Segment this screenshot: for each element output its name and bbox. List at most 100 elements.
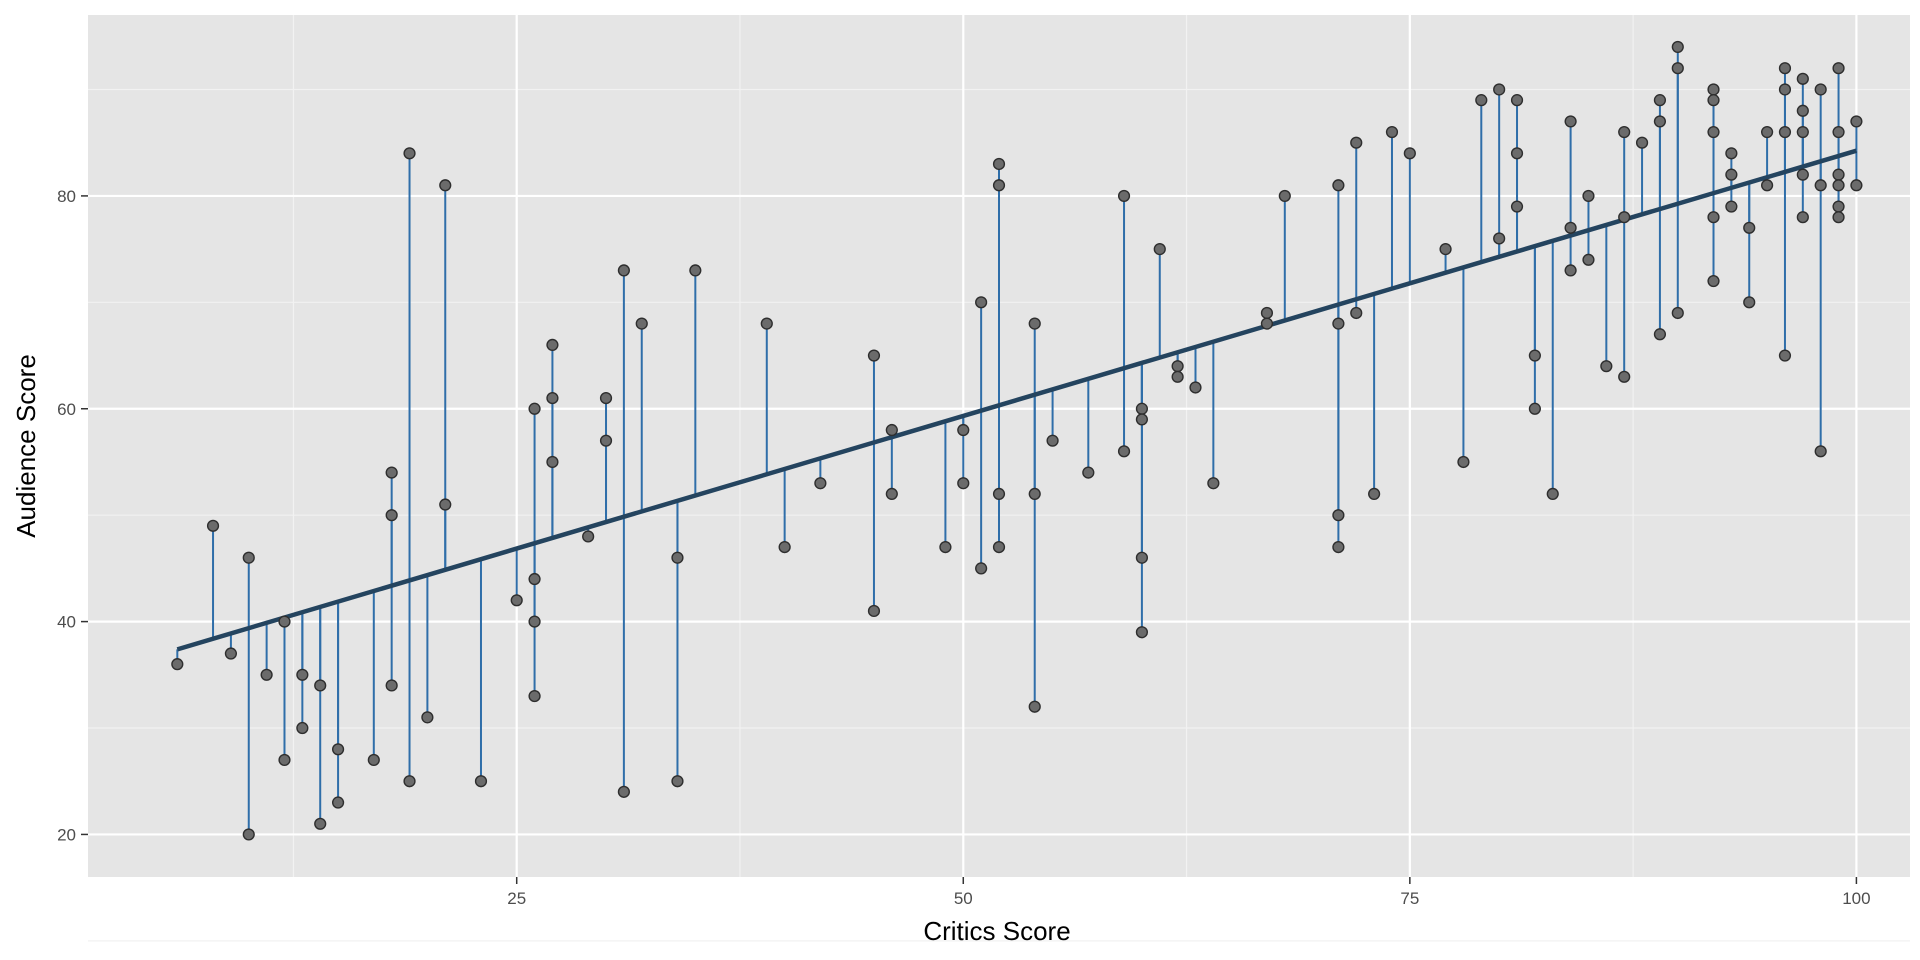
data-point xyxy=(1832,125,1845,139)
data-point xyxy=(510,594,523,607)
data-point xyxy=(1796,125,1809,139)
data-point xyxy=(671,775,684,788)
data-point xyxy=(1582,253,1595,266)
data-point xyxy=(1725,168,1738,181)
regression-line xyxy=(176,148,1858,652)
data-point xyxy=(992,540,1006,554)
data-point xyxy=(582,530,595,543)
data-point xyxy=(331,743,345,756)
data-point xyxy=(778,540,791,554)
data-point xyxy=(1796,211,1809,224)
x-axis-title: Critics Score xyxy=(923,916,1070,946)
data-point xyxy=(671,551,684,564)
data-point xyxy=(314,679,327,692)
data-point xyxy=(1457,455,1470,469)
data-point xyxy=(1117,189,1131,203)
y-tick-label: 60 xyxy=(57,400,76,419)
regression-line-group xyxy=(176,148,1858,652)
data-point xyxy=(1332,509,1345,522)
data-point xyxy=(278,615,291,628)
data-point xyxy=(1760,125,1774,139)
data-point xyxy=(1028,700,1041,713)
data-point xyxy=(1707,94,1720,107)
data-point xyxy=(474,775,488,788)
data-point xyxy=(1796,72,1809,85)
data-point xyxy=(1260,317,1274,330)
data-point xyxy=(1260,306,1274,320)
data-point xyxy=(1778,349,1792,362)
x-tick-label: 50 xyxy=(954,889,973,908)
data-point xyxy=(1493,83,1506,96)
y-tick-label: 80 xyxy=(57,187,76,206)
data-point xyxy=(1332,540,1345,554)
data-point xyxy=(1475,94,1488,107)
data-point xyxy=(206,519,220,532)
data-point xyxy=(421,711,434,724)
data-point xyxy=(992,157,1006,171)
data-point xyxy=(314,817,327,830)
data-point xyxy=(992,487,1006,500)
data-point xyxy=(1135,626,1149,639)
data-point xyxy=(635,317,648,330)
data-point xyxy=(278,753,291,767)
data-point xyxy=(1028,317,1041,330)
data-point xyxy=(1850,179,1863,192)
data-point xyxy=(439,498,452,511)
data-point xyxy=(1618,370,1631,383)
data-point xyxy=(242,551,255,564)
data-point xyxy=(296,668,309,681)
data-point xyxy=(957,477,970,490)
data-point xyxy=(1832,179,1845,192)
data-point xyxy=(1814,83,1827,96)
data-point xyxy=(1350,136,1363,149)
data-point xyxy=(1528,349,1541,362)
x-tick-label: 100 xyxy=(1842,889,1870,908)
data-point xyxy=(1528,402,1541,415)
data-point xyxy=(403,775,416,788)
data-point xyxy=(1618,211,1631,224)
data-point xyxy=(957,423,970,437)
data-point xyxy=(528,689,541,703)
data-point xyxy=(439,179,452,192)
data-point xyxy=(1725,200,1738,213)
data-point xyxy=(1743,296,1756,309)
data-point xyxy=(599,392,613,405)
data-point xyxy=(689,264,702,277)
data-point xyxy=(867,349,881,362)
data-point xyxy=(975,296,988,309)
data-point xyxy=(1385,125,1399,139)
data-point xyxy=(1707,83,1720,96)
data-point xyxy=(939,540,952,554)
data-point xyxy=(1814,179,1827,192)
data-point xyxy=(814,477,827,490)
data-point xyxy=(599,434,613,447)
data-point xyxy=(528,402,541,415)
data-point xyxy=(242,828,255,841)
data-point xyxy=(1671,306,1684,320)
y-tick-label: 20 xyxy=(57,825,76,844)
data-point xyxy=(1671,40,1684,54)
data-point xyxy=(1653,328,1667,341)
data-point xyxy=(546,338,559,352)
data-point xyxy=(1814,445,1827,458)
data-point xyxy=(296,721,309,735)
data-point xyxy=(1832,200,1845,213)
data-point xyxy=(1725,147,1738,160)
data-point xyxy=(1564,264,1577,277)
data-point xyxy=(224,647,238,660)
data-point xyxy=(1778,62,1792,75)
data-point xyxy=(885,423,898,437)
data-point xyxy=(885,487,898,500)
x-axis-ticks: 25 50 75 100 xyxy=(507,877,1871,908)
data-point xyxy=(403,147,416,160)
minor-gridlines xyxy=(88,15,1910,942)
data-point xyxy=(1046,434,1059,447)
data-point xyxy=(367,753,380,767)
data-point xyxy=(1671,62,1684,75)
data-point xyxy=(1332,179,1345,192)
data-point xyxy=(1778,125,1792,139)
data-point xyxy=(1135,551,1149,564)
data-point xyxy=(1796,104,1809,117)
data-point xyxy=(1207,477,1220,490)
